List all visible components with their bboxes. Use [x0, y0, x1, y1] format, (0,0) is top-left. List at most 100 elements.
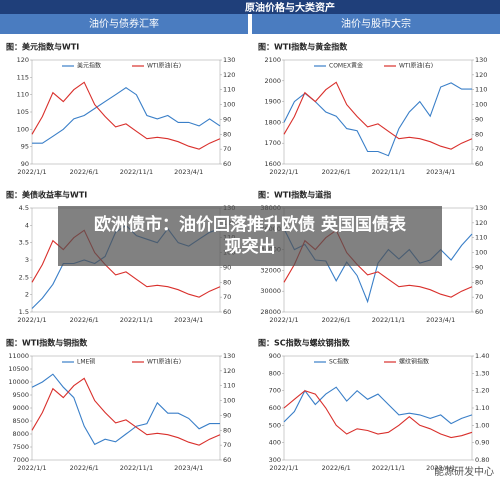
y-tick-label: 8000 — [12, 430, 29, 438]
y2-tick-label: 120 — [475, 71, 487, 79]
y2-tick-label: 70 — [223, 145, 231, 153]
chart-title: 图：美元指数与WTI — [6, 42, 79, 52]
x-tick-label: 2022/6/1 — [322, 168, 351, 176]
x-tick-label: 2022/11/1 — [372, 316, 405, 324]
y2-tick-label: 120 — [475, 219, 487, 227]
y-tick-label: 500 — [269, 421, 281, 429]
y-tick-label: 700 — [269, 387, 281, 395]
legend-label: WTI原油(右) — [399, 62, 433, 70]
x-tick-label: 2022/1/1 — [269, 316, 298, 324]
x-tick-label: 2022/6/1 — [70, 168, 99, 176]
series-line — [31, 377, 221, 446]
y-tick-label: 90 — [21, 160, 29, 168]
x-tick-label: 2022/11/1 — [120, 316, 153, 324]
y2-tick-label: 110 — [475, 234, 487, 242]
x-tick-label: 2023/4/1 — [426, 168, 455, 176]
x-tick-label: 2022/11/1 — [120, 464, 153, 472]
y2-tick-label: 130 — [223, 56, 235, 64]
x-tick-label: 2022/1/1 — [269, 464, 298, 472]
x-tick-label: 2022/1/1 — [269, 168, 298, 176]
legend-label: WTI原油(右) — [147, 62, 181, 70]
y2-tick-label: 90 — [223, 115, 231, 123]
plot-frame — [31, 355, 221, 461]
y-tick-label: 400 — [269, 439, 281, 447]
series-line — [283, 82, 472, 157]
y2-tick-label: 100 — [223, 397, 235, 405]
y-tick-label: 1800 — [264, 118, 281, 126]
plot-frame — [283, 355, 473, 461]
y2-tick-label: 80 — [223, 130, 231, 138]
y-tick-label: 100 — [17, 125, 29, 133]
y-tick-label: 1900 — [264, 98, 281, 106]
y2-tick-label: 1.20 — [475, 387, 489, 395]
series-line — [32, 87, 221, 144]
y2-tick-label: 90 — [223, 411, 231, 419]
x-tick-label: 2022/1/1 — [17, 168, 46, 176]
chart-title: 图：美债收益率与WTI — [6, 190, 87, 200]
x-tick-label: 2022/6/1 — [322, 316, 351, 324]
y-tick-label: 28000 — [260, 308, 281, 316]
y-tick-label: 115 — [17, 73, 29, 81]
overlay-title: 欧洲债市：油价回落推升欧债 英国国债表现突出 — [94, 215, 406, 257]
chart-title: 图：WTI指数与铜指数 — [6, 338, 88, 348]
x-tick-label: 2022/11/1 — [120, 168, 153, 176]
y-tick-label: 105 — [17, 108, 29, 116]
y2-tick-label: 80 — [475, 130, 483, 138]
y2-tick-label: 130 — [475, 204, 487, 212]
x-tick-label: 2022/6/1 — [70, 464, 99, 472]
y-tick-label: 10500 — [8, 365, 29, 373]
chart-title: 图：WTI指数与黄金指数 — [258, 42, 348, 52]
y-tick-label: 11000 — [8, 352, 29, 360]
y2-tick-label: 90 — [475, 115, 483, 123]
tab[interactable] — [0, 14, 248, 34]
x-tick-label: 2022/11/1 — [372, 464, 405, 472]
legend-label: WTI原油(右) — [147, 358, 181, 366]
tab-label: 油价与债券汇率 — [89, 17, 159, 30]
y2-tick-label: 1.30 — [475, 369, 489, 377]
y-tick-label: 800 — [269, 369, 281, 377]
y2-tick-label: 100 — [475, 249, 487, 257]
y-tick-label: 2 — [25, 291, 29, 299]
y2-tick-label: 100 — [223, 101, 235, 109]
x-tick-label: 2022/1/1 — [17, 464, 46, 472]
y-tick-label: 8500 — [12, 417, 29, 425]
y2-tick-label: 130 — [475, 56, 487, 64]
y2-tick-label: 0.90 — [475, 439, 489, 447]
series-line — [31, 81, 221, 150]
y2-tick-label: 1.10 — [475, 404, 489, 412]
tab-label: 油价与股市大宗 — [341, 17, 411, 30]
y-tick-label: 900 — [269, 352, 281, 360]
y-tick-label: 95 — [21, 143, 29, 151]
tab[interactable] — [252, 14, 500, 34]
x-tick-label: 2023/4/1 — [174, 316, 203, 324]
y-tick-label: 1.5 — [19, 308, 29, 316]
legend-label: 美元指数 — [77, 62, 101, 70]
x-tick-label: 2022/6/1 — [70, 316, 99, 324]
y2-tick-label: 120 — [223, 71, 235, 79]
y-tick-label: 600 — [269, 404, 281, 412]
y2-tick-label: 70 — [223, 293, 231, 301]
series-line — [31, 373, 220, 446]
y2-tick-label: 130 — [223, 352, 235, 360]
y-tick-label: 4 — [25, 221, 29, 229]
y2-tick-label: 90 — [223, 263, 231, 271]
y-tick-label: 7500 — [12, 443, 29, 451]
y-tick-label: 2000 — [264, 77, 281, 85]
series-line — [283, 81, 473, 150]
y2-tick-label: 60 — [223, 308, 231, 316]
overlay-box: 欧洲债市：油价回落推升欧债 英国国债表现突出 — [58, 206, 442, 266]
y-tick-label: 9500 — [12, 391, 29, 399]
x-tick-label: 2022/1/1 — [17, 316, 46, 324]
y2-tick-label: 110 — [223, 382, 235, 390]
y-tick-label: 9000 — [12, 404, 29, 412]
legend-label: 螺纹钢指数 — [399, 358, 429, 366]
y2-tick-label: 70 — [223, 441, 231, 449]
y2-tick-label: 1.00 — [475, 421, 489, 429]
y-tick-label: 3 — [25, 256, 29, 264]
header-bar — [0, 0, 500, 14]
x-tick-label: 2022/6/1 — [322, 464, 351, 472]
y-tick-label: 1700 — [264, 139, 281, 147]
y2-tick-label: 90 — [475, 263, 483, 271]
y-tick-label: 2.5 — [19, 273, 29, 281]
x-tick-label: 2023/4/1 — [174, 168, 203, 176]
